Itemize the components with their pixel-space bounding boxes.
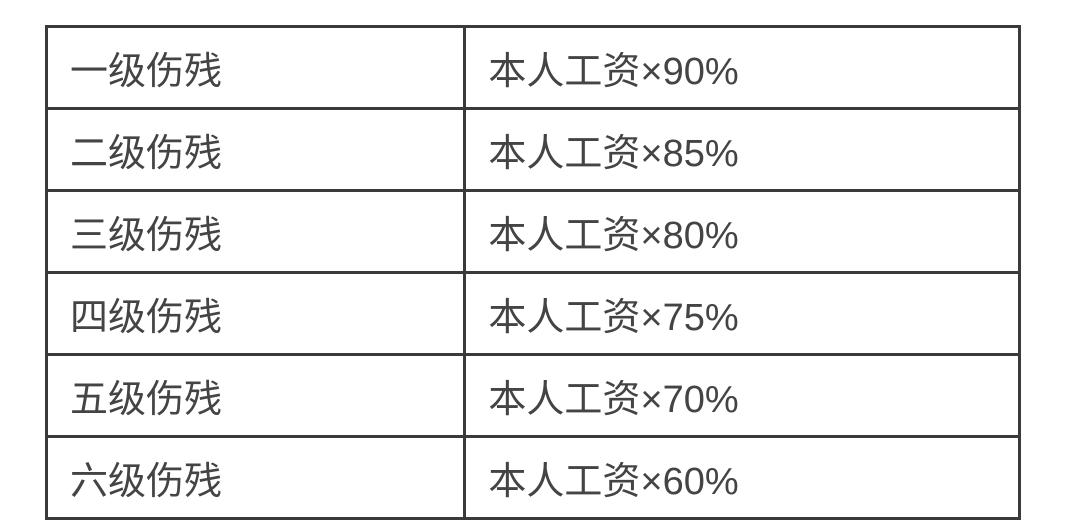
cell-calculation: 本人工资×80%: [465, 191, 1020, 273]
cell-level: 一级伤残: [47, 27, 465, 109]
cell-level: 三级伤残: [47, 191, 465, 273]
disability-allowance-table: 一级伤残 本人工资×90% 二级伤残 本人工资×85% 三级伤残 本人工资×80…: [45, 25, 1021, 520]
cell-calculation: 本人工资×85%: [465, 109, 1020, 191]
table-body: 一级伤残 本人工资×90% 二级伤残 本人工资×85% 三级伤残 本人工资×80…: [47, 27, 1020, 519]
table-row: 三级伤残 本人工资×80%: [47, 191, 1020, 273]
table-row: 一级伤残 本人工资×90%: [47, 27, 1020, 109]
cell-level: 五级伤残: [47, 355, 465, 437]
table-row: 四级伤残 本人工资×75%: [47, 273, 1020, 355]
cell-level: 六级伤残: [47, 437, 465, 519]
cell-calculation: 本人工资×60%: [465, 437, 1020, 519]
cell-calculation: 本人工资×90%: [465, 27, 1020, 109]
cell-calculation: 本人工资×70%: [465, 355, 1020, 437]
table-row: 二级伤残 本人工资×85%: [47, 109, 1020, 191]
cell-level: 二级伤残: [47, 109, 465, 191]
cell-calculation: 本人工资×75%: [465, 273, 1020, 355]
table-row: 五级伤残 本人工资×70%: [47, 355, 1020, 437]
cell-level: 四级伤残: [47, 273, 465, 355]
disability-allowance-table-container: 一级伤残 本人工资×90% 二级伤残 本人工资×85% 三级伤残 本人工资×80…: [45, 25, 1021, 504]
table-row: 六级伤残 本人工资×60%: [47, 437, 1020, 519]
